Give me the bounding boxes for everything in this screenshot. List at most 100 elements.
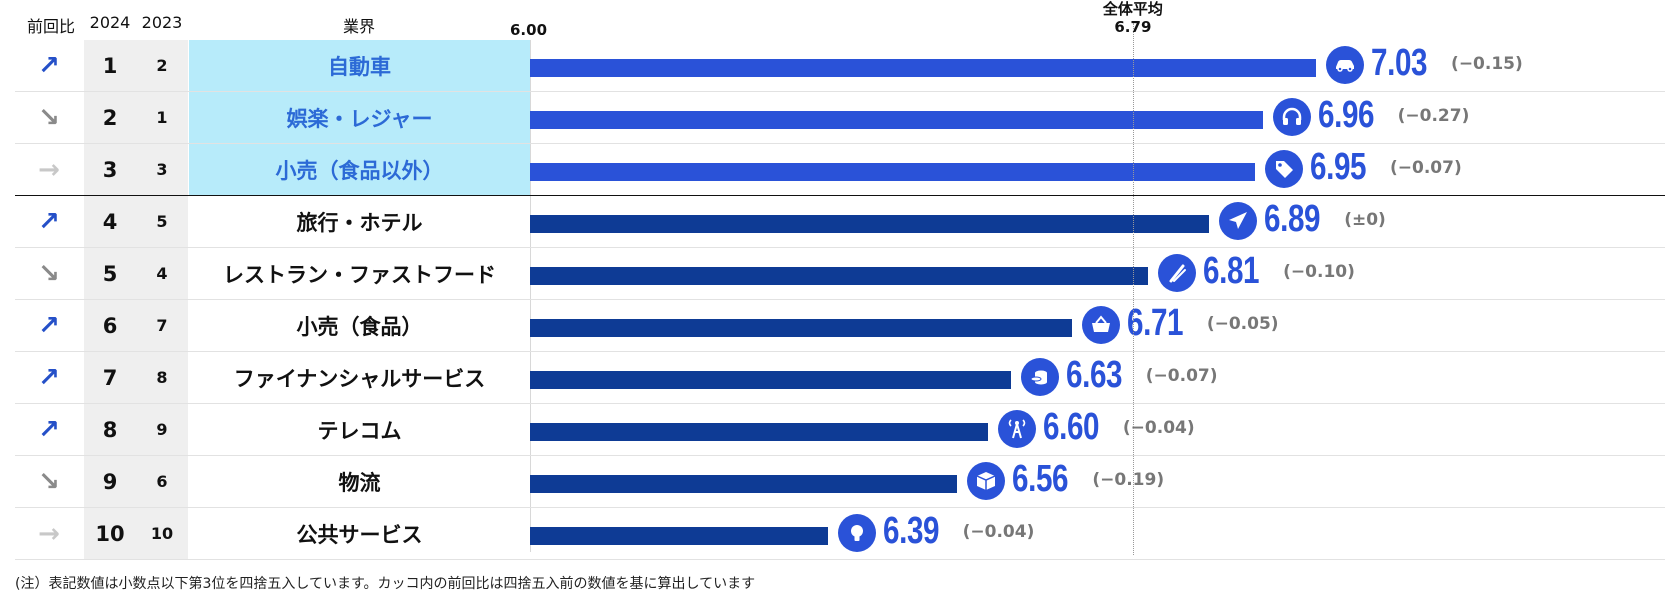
chart-row: ↗ 1 2 自動車 7.03 (−0.15) [15,40,1665,92]
rank-2023: 8 [136,352,188,403]
rank-2023: 1 [136,92,188,143]
rank-2024: 9 [84,456,136,507]
change-label: (−0.04) [1122,418,1195,438]
trend-up-icon: ↗ [38,50,60,81]
value-label: 6.96 [1317,94,1375,136]
bar [530,267,1149,285]
trend-up-icon: ↗ [38,414,60,445]
value-label: 6.60 [1042,406,1100,448]
industry-label: 自動車 [189,40,530,91]
rank-2024: 1 [84,40,136,91]
utensils-icon [1158,254,1197,292]
bar [530,215,1210,233]
axis-start-label: 6.00 [510,21,548,39]
axis-baseline [530,40,531,552]
average-label: 全体平均 6.79 [1083,0,1183,36]
change-label: (−0.07) [1390,158,1462,178]
change-label: (−0.15) [1451,54,1523,74]
value-label: 6.89 [1264,198,1321,240]
value-label: 6.63 [1065,354,1123,396]
chart-row: ↗ 8 9 テレコム 6.60 (−0.04) [15,404,1665,456]
average-title: 全体平均 [1102,0,1163,18]
antenna-icon [997,410,1036,448]
rank-2024: 8 [84,404,136,455]
coins-icon [1020,358,1059,396]
chart-row: → 3 3 小売（食品以外） 6.95 (−0.07) [15,144,1665,196]
trend-up-icon: ↗ [38,362,60,393]
bar [530,59,1317,77]
header-industry: 業界 [342,17,375,36]
industry-label: 物流 [338,470,381,495]
average-value: 6.79 [1114,18,1152,36]
chart-rows: ↗ 1 2 自動車 7.03 (−0.15) ↘ 2 1 娯楽・レジャー 6.96 (−0.27) → 3… [15,40,1665,560]
rank-2024: 7 [84,352,136,403]
footnote: (注）表記数値は小数点以下第3位を四捨五入しています。カッコ内の前回比は四捨五入… [15,576,756,592]
rank-2024: 4 [84,196,136,247]
rank-2024: 3 [84,144,136,195]
rank-2024: 2 [84,92,136,143]
trend-down-icon: ↘ [38,258,60,289]
bar [530,527,828,545]
value-label: 7.03 [1371,42,1428,84]
rank-2023: 7 [136,300,188,351]
chart-row: ↘ 9 6 物流 6.56 (−0.19) [15,456,1665,508]
rank-2023: 6 [136,456,188,507]
chart-row: ↗ 4 5 旅行・ホテル 6.89 (±0) [15,196,1665,248]
change-label: (−0.27) [1397,106,1470,126]
lightbulb-icon [837,514,876,552]
bar [530,111,1263,129]
bar [530,319,1072,337]
chart-row: ↗ 7 8 ファイナンシャルサービス 6.63 (−0.07) [15,352,1665,404]
headphones-icon [1272,98,1311,136]
rank-2023: 5 [136,196,188,247]
industry-label: 小売（食品以外） [189,144,530,195]
value-label: 6.71 [1126,302,1184,344]
industry-label: 公共サービス [296,522,423,547]
rank-2023: 10 [136,508,188,559]
change-label: (−0.19) [1092,470,1165,490]
trend-flat-icon: → [38,154,60,185]
trend-down-icon: ↘ [38,102,60,133]
chart-row: ↗ 6 7 小売（食品） 6.71 (−0.05) [15,300,1665,352]
chart-row: ↘ 2 1 娯楽・レジャー 6.96 (−0.27) [15,92,1665,144]
bar [530,371,1011,389]
rank-2023: 2 [136,40,188,91]
change-label: (−0.10) [1283,262,1355,282]
header-change: 前回比 [26,17,75,36]
change-label: (−0.05) [1206,314,1279,334]
industry-label: 娯楽・レジャー [189,92,530,143]
chart-row: → 10 10 公共サービス 6.39 (−0.04) [15,508,1665,560]
value-label: 6.81 [1203,250,1260,292]
package-icon [967,462,1006,500]
header-2023: 2023 [141,13,183,32]
trend-up-icon: ↗ [38,310,60,341]
bar [530,423,988,441]
airplane-icon [1219,202,1258,240]
bar [530,163,1255,181]
trend-up-icon: ↗ [38,206,60,237]
industry-label: 小売（食品） [296,314,423,339]
tag-icon [1265,150,1303,188]
industry-label: テレコム [317,418,402,443]
rank-2024: 10 [84,508,136,559]
rank-2023: 4 [136,248,188,299]
industry-label: レストラン・ファストフード [223,262,496,287]
average-line [1132,23,1134,555]
header-2024: 2024 [89,13,131,32]
rank-2023: 9 [136,404,188,455]
change-label: (−0.07) [1145,366,1218,386]
change-label: (±0) [1344,210,1386,230]
value-label: 6.95 [1310,146,1367,188]
bar [530,475,958,493]
rank-2023: 3 [136,144,188,195]
change-label: (−0.04) [962,522,1035,542]
rank-2024: 6 [84,300,136,351]
industry-label: 旅行・ホテル [296,210,423,235]
car-icon [1326,46,1365,84]
industry-label: ファイナンシャルサービス [233,366,486,391]
basket-icon [1081,306,1120,344]
value-label: 6.56 [1012,458,1069,500]
rank-2024: 5 [84,248,136,299]
value-label: 6.39 [882,510,940,552]
trend-down-icon: ↘ [38,466,60,497]
